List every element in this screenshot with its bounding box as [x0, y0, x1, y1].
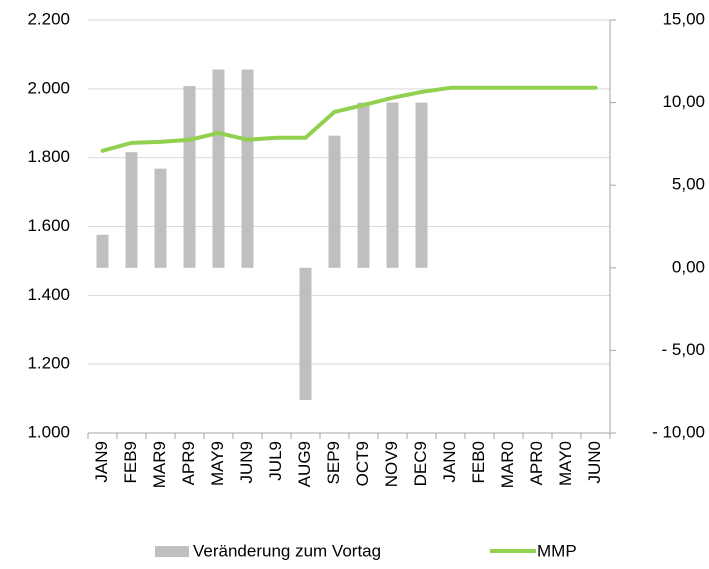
y2-tick-label: - 5,00	[662, 340, 705, 359]
x-tick-label: OCT9	[353, 441, 372, 486]
x-tick-label: SEP9	[324, 441, 343, 484]
y-tick-label: 2.000	[27, 78, 70, 97]
x-tick-label: APR9	[179, 441, 198, 485]
bar	[299, 267, 312, 400]
y2-tick-label: 10,00	[662, 92, 705, 111]
legend-label: MMP	[537, 541, 577, 560]
bar	[183, 86, 196, 268]
bar	[357, 102, 370, 268]
bar	[328, 135, 341, 268]
bar	[96, 234, 109, 268]
bar	[241, 69, 254, 268]
line	[100, 85, 598, 153]
bar	[212, 69, 225, 268]
y2-tick-label: 0,00	[672, 257, 705, 276]
legend-swatch	[155, 546, 189, 557]
bar	[154, 168, 167, 268]
x-tick-label: MAR0	[498, 441, 517, 488]
bar	[125, 152, 138, 268]
y-tick-label: 1.800	[27, 147, 70, 166]
x-tick-label: JUN0	[585, 441, 604, 484]
y-tick-label: 1.200	[27, 354, 70, 373]
x-tick-label: MAR9	[150, 441, 169, 488]
x-tick-label: JAN0	[440, 441, 459, 483]
x-tick-label: APR0	[527, 441, 546, 485]
y-tick-label: 1.400	[27, 285, 70, 304]
x-tick-label: JUL9	[266, 441, 285, 481]
legend-label: Veränderung zum Vortag	[193, 541, 381, 560]
x-tick-label: FEB0	[469, 441, 488, 484]
x-tick-label: JAN9	[92, 441, 111, 483]
x-tick-label: JUN9	[237, 441, 256, 484]
y-tick-label: 1.600	[27, 216, 70, 235]
x-tick-label: DEC9	[411, 441, 430, 486]
x-tick-label: AUG9	[295, 441, 314, 487]
y-tick-label: 2.200	[27, 9, 70, 28]
x-tick-label: MAY0	[556, 441, 575, 486]
x-tick-label: MAY9	[208, 441, 227, 486]
y2-tick-label: 15,00	[662, 9, 705, 28]
x-tick-label: FEB9	[121, 441, 140, 484]
y-tick-label: 1.000	[27, 422, 70, 441]
y2-tick-label: - 10,00	[652, 422, 705, 441]
y2-tick-label: 5,00	[672, 175, 705, 194]
x-tick-label: NOV9	[382, 441, 401, 487]
bar	[386, 102, 399, 268]
bar	[415, 102, 428, 268]
